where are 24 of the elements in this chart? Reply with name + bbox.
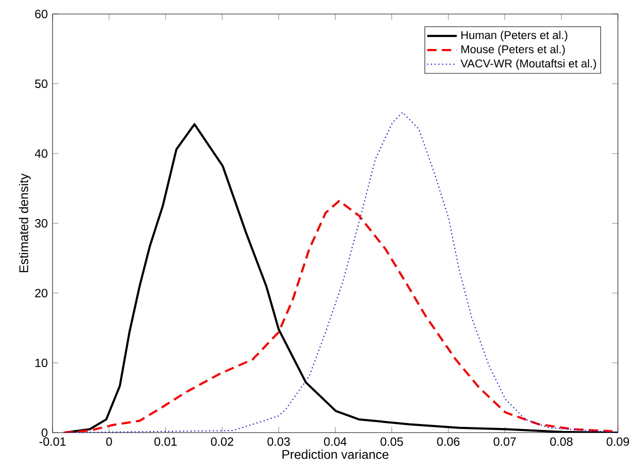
legend-label: VACV-WR (Moutaftsi et al.) (460, 59, 596, 70)
x-tick-label: 0.01 (154, 437, 177, 446)
x-tick-label: 0.06 (437, 437, 460, 446)
x-tick-label: -0.01 (39, 437, 66, 446)
y-tick-label: 60 (35, 10, 48, 18)
x-tick-label: 0.08 (550, 437, 573, 446)
legend-label: Human (Peters et al.) (461, 30, 568, 42)
y-tick-label: 50 (35, 79, 48, 88)
x-tick-label: 0.03 (268, 437, 290, 446)
x-tick-label: 0.04 (324, 437, 347, 446)
y-axis-title: Estimated density (18, 173, 31, 272)
line-series (62, 200, 614, 433)
legend-label: Mouse (Peters et al.) (461, 44, 565, 56)
x-axis-title: Prediction variance (282, 450, 388, 459)
y-tick-label: 30 (35, 219, 48, 228)
y-tick-label: 20 (35, 288, 48, 298)
x-tick-label: 0.05 (380, 437, 403, 446)
y-tick-label: 0 (42, 428, 48, 437)
y-tick-label: 10 (35, 358, 48, 368)
y-tick-label: 40 (34, 149, 48, 158)
x-tick-label: 0.09 (606, 437, 629, 446)
x-tick-label: 0.07 (494, 437, 516, 446)
x-tick-label: 0.02 (210, 437, 234, 446)
x-tick-label: 0 (106, 437, 112, 446)
